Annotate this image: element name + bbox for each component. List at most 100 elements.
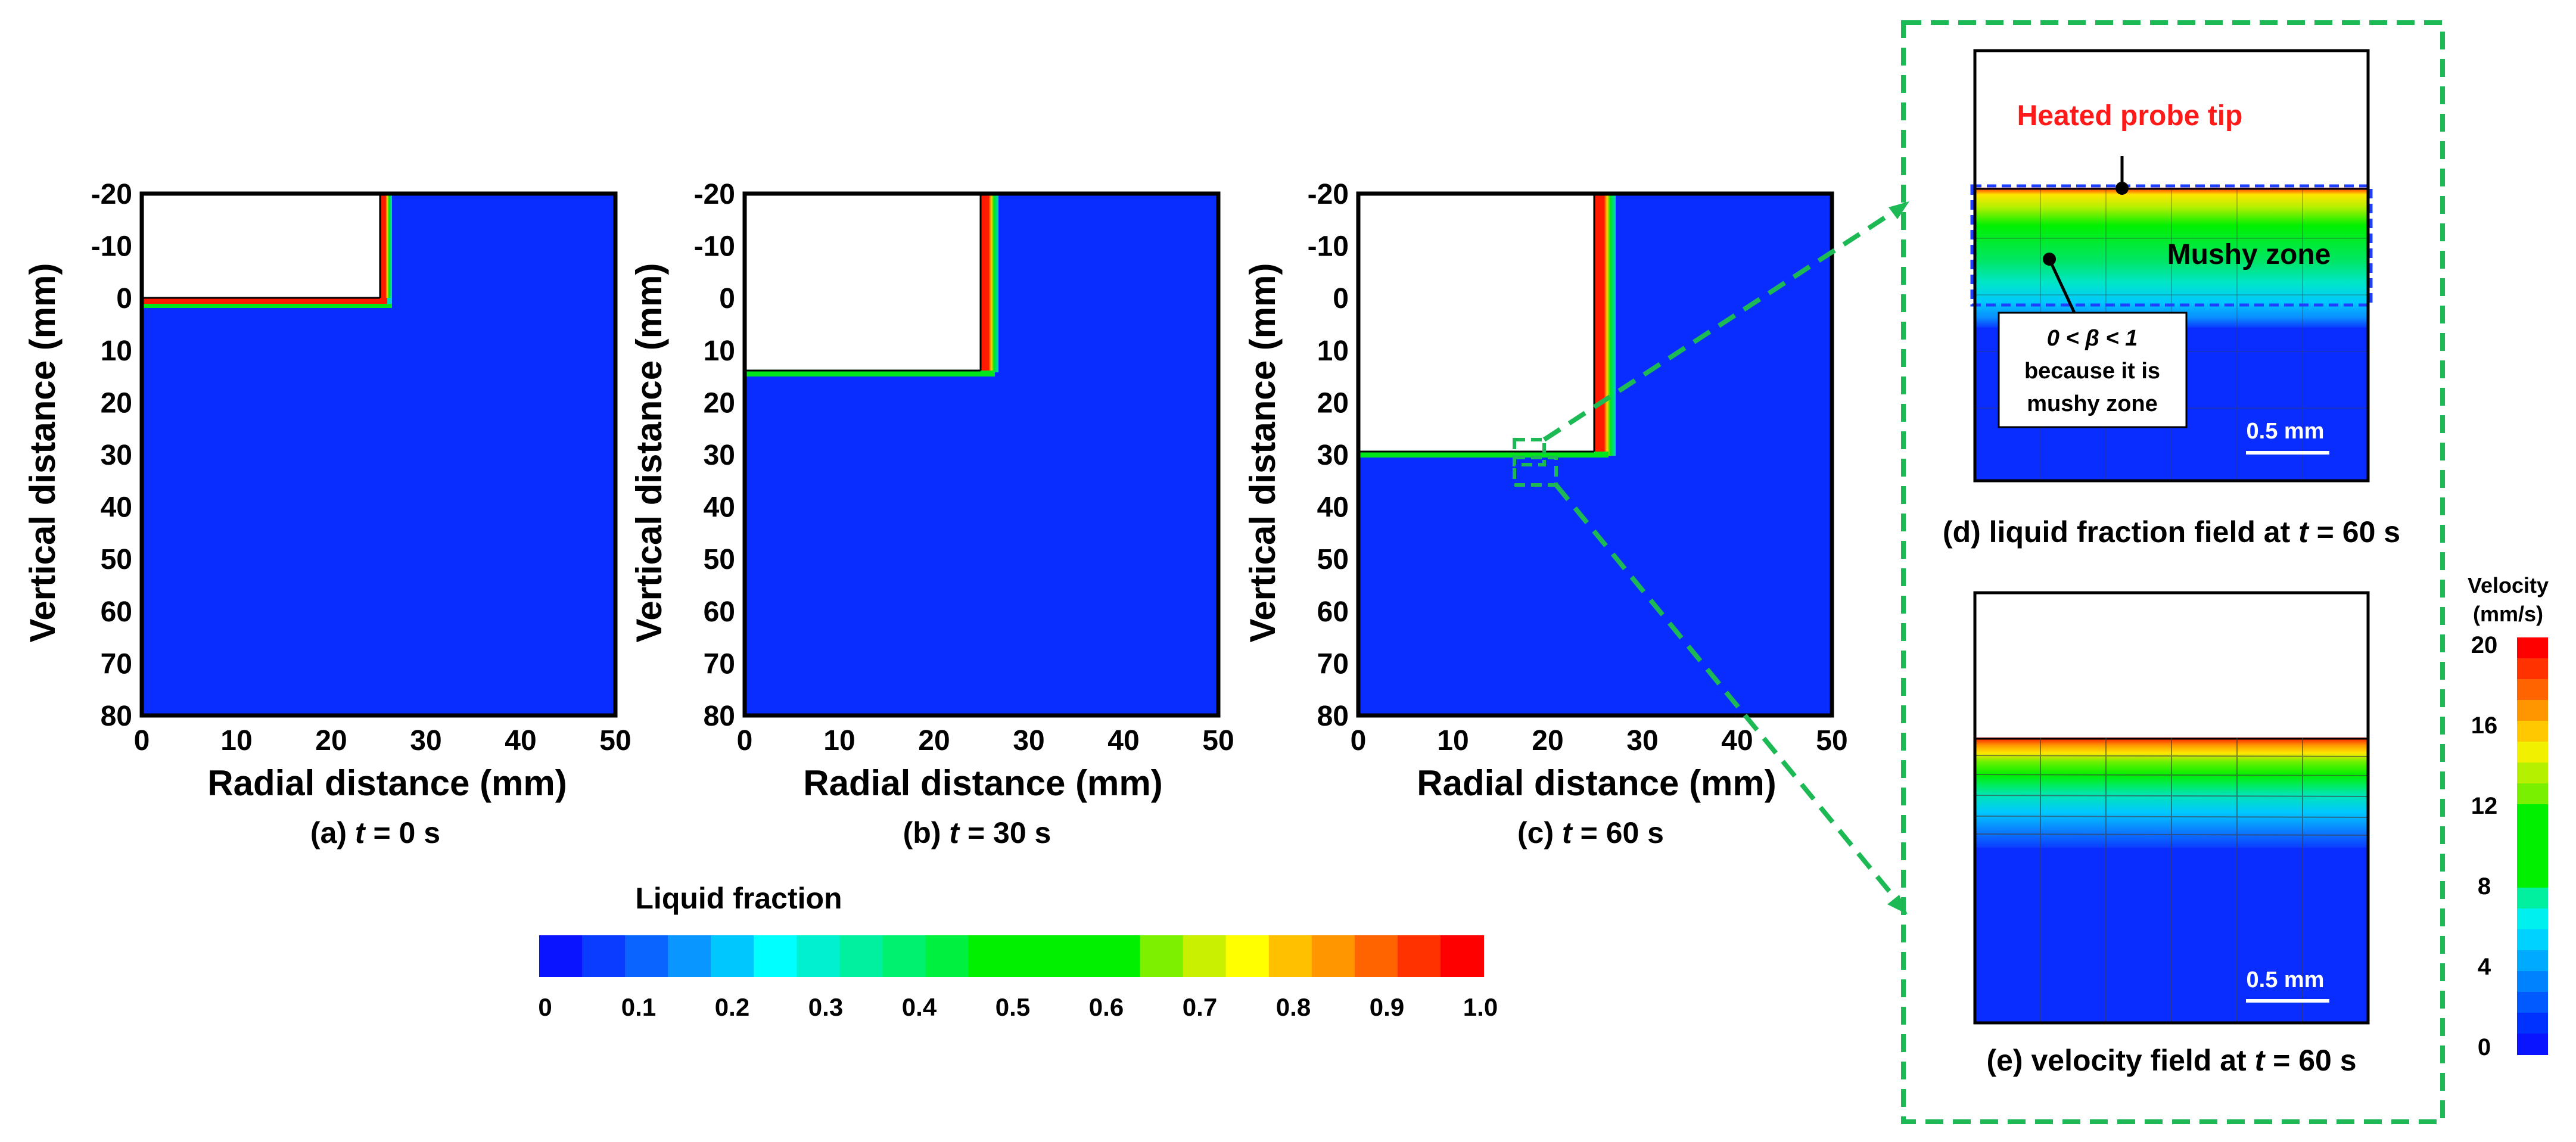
liquid-fraction-colorbar-tick: 0.4 <box>902 993 937 1021</box>
velocity-colorbar-cell <box>2517 804 2548 826</box>
panel-c-ytick: 50 <box>1317 544 1349 575</box>
velocity-colorbar-cell <box>2517 888 2548 909</box>
liquid-fraction-colorbar-cell <box>797 935 841 977</box>
liquid-fraction-colorbar-cell <box>968 935 1012 977</box>
inset-d-note-line1: 0 < β < 1 <box>2047 326 2138 351</box>
liquid-fraction-colorbar-cell <box>1183 935 1227 977</box>
zoom-box-top <box>1513 438 1546 466</box>
panel-c-xtick: 50 <box>1816 725 1847 757</box>
liquid-fraction-colorbar-cell <box>1097 935 1141 977</box>
panel-a-bottom-layer <box>142 298 387 304</box>
panel-c: -20 -10 0 10 20 30 40 50 60 70 80 0 10 20 30 40 50 Radi… <box>1243 179 1848 850</box>
panel-a-probe-bottom-green <box>142 304 392 308</box>
panel-b-caption: (b) t = 30 s <box>903 816 1051 850</box>
velocity-colorbar-cell <box>2517 992 2548 1013</box>
inset-e-caption: (e) velocity field at t = 60 s <box>1986 1044 2356 1077</box>
panel-c-ytick: 0 <box>1333 283 1349 315</box>
velocity-colorbar-cell <box>2517 742 2548 763</box>
inset-e-scale-label: 0.5 mm <box>2247 967 2325 992</box>
panel-a-xtick: 30 <box>410 725 441 757</box>
panel-a-liquid-layer <box>380 194 392 308</box>
inset-d-caption: (d) liquid fraction field at t = 60 s <box>1943 515 2400 549</box>
liquid-fraction-colorbar-tick: 0.3 <box>808 993 843 1021</box>
panel-c-ytick: 30 <box>1317 440 1349 471</box>
panel-c-xtick: 0 <box>1351 725 1367 757</box>
velocity-colorbar-cell <box>2517 721 2548 742</box>
panel-b-liquid-layer <box>981 194 998 372</box>
velocity-colorbar-cell <box>2517 929 2548 951</box>
liquid-fraction-colorbar-cell <box>539 935 583 977</box>
inset-d-note-box <box>1998 312 2188 428</box>
liquid-fraction-colorbar-tick: 0.9 <box>1370 993 1404 1021</box>
panel-a-ytick: 0 <box>116 283 132 315</box>
panel-c-ytick: -20 <box>1308 179 1349 210</box>
liquid-fraction-colorbar-cell <box>625 935 669 977</box>
panel-b-ytick: 80 <box>704 701 735 732</box>
panel-a-caption: (a) t = 0 s <box>310 816 440 850</box>
panel-c-xtick: 30 <box>1626 725 1658 757</box>
panel-c-xlabel: Radial distance (mm) <box>1417 763 1777 803</box>
panel-b-probe <box>745 194 981 371</box>
liquid-fraction-colorbar-cell <box>925 935 969 977</box>
velocity-colorbar-cell <box>2517 637 2548 659</box>
liquid-fraction-colorbar-cell <box>1140 935 1184 977</box>
velocity-colorbar-title-2: (mm/s) <box>2473 602 2543 626</box>
panel-b-ytick: 60 <box>704 596 735 628</box>
velocity-colorbar-tick: 0 <box>2478 1034 2491 1060</box>
panel-b-ytick: 0 <box>719 283 735 315</box>
inset-e-frame <box>1973 591 2370 1025</box>
liquid-fraction-colorbar-cell <box>882 935 926 977</box>
velocity-colorbar-cell <box>2517 971 2548 992</box>
velocity-colorbar-cell <box>2517 846 2548 867</box>
velocity-colorbar-cell <box>2517 825 2548 847</box>
panel-a-probe <box>142 194 380 298</box>
panel-b-ytick: 70 <box>704 648 735 680</box>
panel-b-xticks: 0 10 20 30 40 50 <box>737 725 1234 757</box>
inset-d-frame <box>1973 49 2370 483</box>
panel-b-xtick: 10 <box>823 725 855 757</box>
panel-c-ylabel: Vertical distance (mm) <box>1243 263 1283 643</box>
panel-a-yticks: -20 -10 0 10 20 30 40 50 60 70 80 <box>91 179 132 732</box>
liquid-fraction-colorbar-cell <box>582 935 626 977</box>
panel-c-ytick: 20 <box>1317 387 1349 419</box>
inset-d-mushy-box <box>1970 184 2373 307</box>
liquid-fraction-colorbar: Liquid fraction 0 0.1 0.2 0.3 0.4 0.5 0.6 0.7 0.… <box>538 882 1498 1021</box>
inset-e: 0.5 mm (e) velocity field at t = 60 s <box>1973 591 2370 1077</box>
velocity-colorbar-cell <box>2517 700 2548 721</box>
velocity-colorbar-tick: 8 <box>2478 873 2491 900</box>
panel-b-xtick: 20 <box>918 725 950 757</box>
panel-b-ytick: 40 <box>704 492 735 524</box>
panel-b-ytick: -10 <box>694 231 735 263</box>
liquid-fraction-colorbar-ticks: 0 0.1 0.2 0.3 0.4 0.5 0.6 0.7 0.8 0.9 1.0 <box>538 993 1498 1021</box>
inset-d: Heated probe tip Mushy zone 0 < β < 1 be… <box>1943 49 2400 549</box>
velocity-colorbar-tick: 20 <box>2471 632 2498 658</box>
velocity-colorbar-ticks: 20 16 12 8 4 0 <box>2471 632 2498 1060</box>
panel-c-xticks: 0 10 20 30 40 50 <box>1351 725 1848 757</box>
panel-c-caption: (c) t = 60 s <box>1517 816 1664 850</box>
inset-d-mushy-label: Mushy zone <box>2167 239 2331 270</box>
liquid-fraction-colorbar-cell <box>839 935 883 977</box>
velocity-colorbar-cell <box>2517 658 2548 680</box>
panel-a-ytick: 50 <box>101 544 132 575</box>
velocity-colorbar-cell <box>2517 1034 2548 1055</box>
velocity-colorbar-tick: 4 <box>2478 954 2491 980</box>
panel-b: -20 -10 0 10 20 30 40 50 60 70 80 0 10 20 30 40 50 Radi… <box>629 179 1234 850</box>
panel-b-yticks: -20 -10 0 10 20 30 40 50 60 70 80 <box>694 179 735 732</box>
inset-e-vectors <box>1974 738 2369 1023</box>
panel-a-ytick: 60 <box>101 596 132 628</box>
liquid-fraction-colorbar-cell <box>1311 935 1355 977</box>
panel-a-xtick: 20 <box>315 725 347 757</box>
panel-a-ytick: 40 <box>101 492 132 524</box>
velocity-colorbar-tick: 16 <box>2471 712 2498 739</box>
panel-c-ytick: 70 <box>1317 648 1349 680</box>
liquid-fraction-colorbar-cell <box>711 935 755 977</box>
liquid-fraction-colorbar-tick: 0.5 <box>995 993 1030 1021</box>
panel-b-xlabel: Radial distance (mm) <box>803 763 1163 803</box>
inset-d-note-line3: mushy zone <box>2027 391 2158 416</box>
panel-b-ytick: 30 <box>704 440 735 471</box>
liquid-fraction-colorbar-cell <box>1440 935 1484 977</box>
liquid-fraction-colorbar-cell <box>1011 935 1055 977</box>
panel-c-ytick: 40 <box>1317 492 1349 524</box>
panel-b-xtick: 40 <box>1107 725 1139 757</box>
inset-d-note-line2: because it is <box>2024 359 2160 384</box>
